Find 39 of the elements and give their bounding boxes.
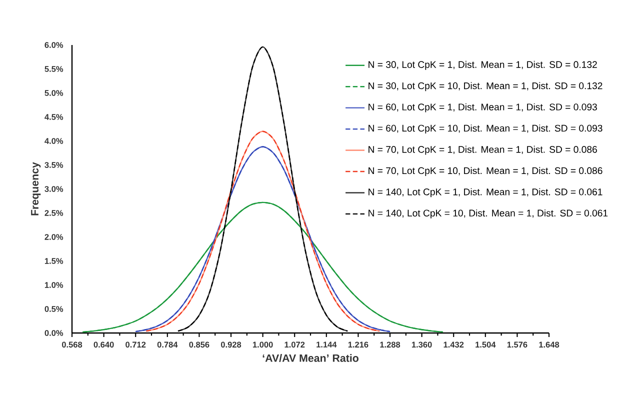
legend-label: N = 60, Lot CpK = 10, Dist. Mean = 1, Dist. SD = 0.093: [368, 124, 602, 134]
y-tick-label: 5.5%: [44, 66, 64, 72]
legend-label: N = 30, Lot CpK = 10, Dist. Mean = 1, Dist. SD = 0.132: [368, 82, 602, 92]
x-tick-label: 1.504: [476, 342, 496, 348]
x-tick-label: 1.360: [412, 342, 432, 348]
x-tick-label: 1.432: [444, 342, 464, 348]
x-tick-label: 0.856: [189, 342, 210, 348]
x-tick-label: 1.288: [380, 342, 400, 348]
x-tick-label: 0.784: [157, 342, 178, 348]
y-tick-label: 1.5%: [44, 258, 64, 264]
y-tick-label: 2.0%: [44, 234, 64, 240]
legend-label: N = 60, Lot CpK = 1, Dist. Mean = 1, Dist. SD = 0.093: [368, 103, 597, 112]
x-tick-label: 0.928: [220, 342, 242, 348]
y-tick-label: 5.0%: [44, 90, 64, 96]
x-tick-label: 1.144: [316, 342, 337, 348]
y-tick-label: 0.0%: [44, 330, 64, 336]
legend-label: N = 70, Lot CpK = 1, Dist. Mean = 1, Dist. SD = 0.086: [368, 146, 597, 155]
x-tick-label: 1.000: [252, 342, 273, 348]
y-tick-label: 6.0%: [44, 42, 64, 48]
x-tick-label: 0.568: [62, 342, 82, 348]
x-tick-label: 0.712: [126, 342, 146, 348]
y-tick-label: 0.5%: [44, 306, 64, 312]
y-tick-label: 1.0%: [44, 282, 64, 288]
x-tick-label: 1.576: [507, 342, 528, 348]
legend-label: N = 140, Lot CpK = 10, Dist. Mean = 1, Dist. SD = 0.061: [368, 209, 608, 218]
y-tick-label: 4.0%: [44, 138, 64, 144]
x-tick-label: 1.216: [348, 342, 368, 348]
legend-label: N = 140, Lot CpK = 1, Dist. Mean = 1, Dist. SD = 0.061: [368, 188, 602, 198]
legend-label: N = 70, Lot CpK = 10, Dist. Mean = 1, Dist. SD = 0.086: [368, 167, 602, 176]
y-tick-label: 4.5%: [44, 114, 64, 120]
x-axis-title: ‘AV/AV Mean’ Ratio: [262, 354, 358, 362]
x-tick-label: 1.072: [284, 342, 305, 348]
y-tick-label: 3.5%: [44, 162, 64, 168]
y-tick-label: 3.0%: [44, 186, 64, 192]
y-axis-title: Frequency: [31, 162, 41, 216]
x-tick-label: 1.648: [539, 342, 560, 348]
y-tick-label: 2.5%: [44, 210, 64, 216]
x-tick-label: 0.640: [94, 342, 114, 348]
legend-label: N = 30, Lot CpK = 1, Dist. Mean = 1, Dist. SD = 0.132: [368, 60, 597, 70]
